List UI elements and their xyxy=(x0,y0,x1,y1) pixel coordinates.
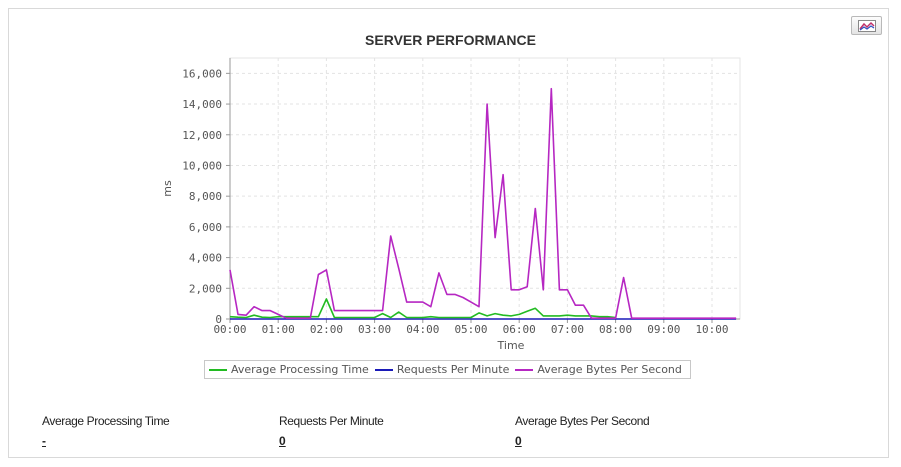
x-tick-label: 10:00 xyxy=(695,323,728,336)
y-tick-label: 12,000 xyxy=(182,129,222,142)
stat-label: Average Processing Time xyxy=(42,414,170,428)
y-tick-label: 10,000 xyxy=(182,159,222,172)
chart-type-button[interactable] xyxy=(851,16,882,35)
plot-area xyxy=(229,57,741,320)
legend-item-avg-bytes-per-second[interactable]: Average Bytes Per Second xyxy=(515,363,682,376)
x-tick-label: 00:00 xyxy=(213,323,246,336)
legend-swatch xyxy=(515,368,534,371)
y-tick-label: 16,000 xyxy=(182,67,222,80)
legend-item-avg-processing-time[interactable]: Average Processing Time xyxy=(209,363,369,376)
stat-label: Average Bytes Per Second xyxy=(515,414,650,428)
y-tick-label: 4,000 xyxy=(189,252,222,265)
legend-item-requests-per-minute[interactable]: Requests Per Minute xyxy=(374,363,510,376)
legend-label: Average Bytes Per Second xyxy=(537,363,682,376)
legend-label: Requests Per Minute xyxy=(396,363,510,376)
x-tick-label: 02:00 xyxy=(310,323,343,336)
series-line-2 xyxy=(229,87,737,320)
x-tick-label: 09:00 xyxy=(647,323,680,336)
line-chart-icon xyxy=(857,19,876,32)
y-tick-label: 14,000 xyxy=(182,98,222,111)
y-tick-label: 6,000 xyxy=(189,221,222,234)
stat-avg-bytes-per-second: Average Bytes Per Second 0 xyxy=(515,414,650,448)
stat-requests-per-minute: Requests Per Minute 0 xyxy=(279,414,384,448)
chart-title: SERVER PERFORMANCE xyxy=(365,32,536,48)
x-tick-label: 07:00 xyxy=(551,323,584,336)
x-tick-label: 06:00 xyxy=(503,323,536,336)
y-tick-label: 0 xyxy=(215,313,222,326)
stat-value-link[interactable]: - xyxy=(42,434,46,448)
series-line-0 xyxy=(229,298,616,319)
y-tick-label: 8,000 xyxy=(189,190,222,203)
y-axis-label: ms xyxy=(161,180,174,197)
x-tick-label: 08:00 xyxy=(599,323,632,336)
chart-legend: Average Processing Time Requests Per Min… xyxy=(204,360,691,379)
x-axis-label: Time xyxy=(497,339,525,352)
stat-value-link[interactable]: 0 xyxy=(515,434,522,448)
y-tick-label: 2,000 xyxy=(189,282,222,295)
stat-label: Requests Per Minute xyxy=(279,414,384,428)
stat-avg-processing-time: Average Processing Time - xyxy=(42,414,170,448)
x-tick-label: 05:00 xyxy=(454,323,487,336)
x-tick-label: 01:00 xyxy=(262,323,295,336)
x-tick-label: 03:00 xyxy=(358,323,391,336)
legend-label: Average Processing Time xyxy=(231,363,369,376)
x-tick-label: 04:00 xyxy=(406,323,439,336)
stat-value-link[interactable]: 0 xyxy=(279,434,286,448)
legend-swatch xyxy=(374,368,393,371)
legend-swatch xyxy=(209,368,227,371)
